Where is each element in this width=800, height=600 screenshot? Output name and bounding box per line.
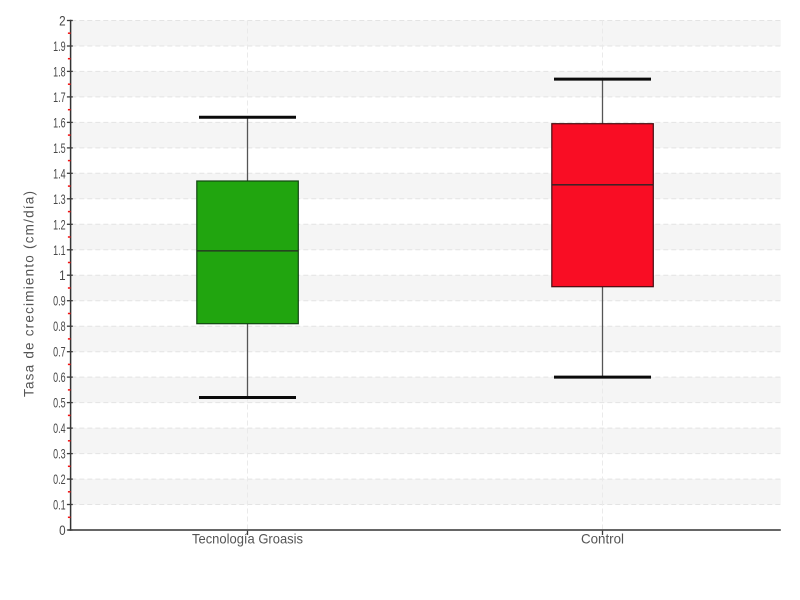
svg-text:2: 2	[59, 13, 66, 29]
svg-text:0.3: 0.3	[53, 446, 66, 462]
svg-text:0: 0	[59, 522, 66, 538]
svg-text:Control: Control	[581, 531, 624, 547]
svg-text:1.5: 1.5	[53, 140, 66, 156]
svg-text:1.7: 1.7	[53, 89, 66, 105]
svg-text:1: 1	[59, 267, 66, 283]
svg-text:1.6: 1.6	[53, 114, 66, 130]
svg-text:1.9: 1.9	[53, 38, 66, 54]
svg-text:1.8: 1.8	[53, 63, 66, 79]
svg-text:0.1: 0.1	[53, 497, 66, 513]
svg-text:0.9: 0.9	[53, 293, 66, 309]
svg-text:0.6: 0.6	[53, 369, 66, 385]
svg-text:1.3: 1.3	[53, 191, 66, 207]
svg-text:0.4: 0.4	[53, 420, 66, 436]
svg-text:Tecnología Groasis: Tecnología Groasis	[192, 531, 303, 547]
svg-text:1.2: 1.2	[53, 216, 66, 232]
svg-text:1.1: 1.1	[53, 242, 66, 258]
svg-text:0.7: 0.7	[53, 344, 66, 360]
svg-text:0.2: 0.2	[53, 471, 66, 487]
svg-text:0.8: 0.8	[53, 318, 66, 334]
svg-text:Tasa de crecimiento (cm/día): Tasa de crecimiento (cm/día)	[22, 191, 37, 397]
svg-text:0.5: 0.5	[53, 395, 66, 411]
svg-text:1.4: 1.4	[53, 165, 66, 181]
